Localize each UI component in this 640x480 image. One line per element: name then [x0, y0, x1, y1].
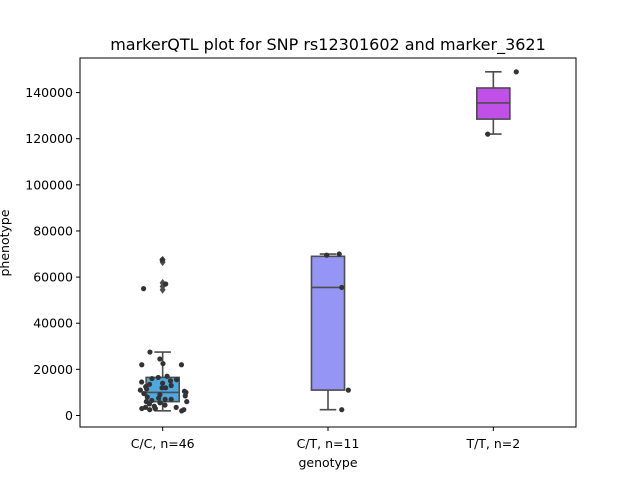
data-point [159, 380, 166, 386]
data-point [139, 405, 145, 412]
y-axis-label: phenotype [0, 209, 12, 276]
data-point [149, 375, 155, 382]
data-point [146, 401, 153, 407]
data-point [162, 396, 168, 402]
y-tick-label: 120000 [25, 131, 73, 146]
data-point [152, 405, 158, 412]
box [310, 255, 346, 391]
data-point [168, 396, 174, 402]
data-point [147, 349, 153, 355]
data-point [159, 385, 165, 391]
data-point [174, 377, 180, 383]
data-point [141, 390, 147, 397]
data-point [168, 382, 174, 389]
data-point [146, 381, 153, 387]
data-point [178, 362, 185, 368]
y-tick-label: 40000 [33, 316, 73, 331]
y-tick-label: 60000 [33, 270, 73, 285]
data-point [179, 408, 185, 414]
outlier-marker [159, 285, 166, 294]
data-point [156, 395, 162, 401]
data-point [159, 257, 165, 263]
data-point [173, 404, 179, 410]
data-point [345, 387, 351, 393]
data-point [139, 379, 145, 385]
y-tick-label: 20000 [33, 362, 73, 377]
data-point [144, 394, 150, 400]
data-point [336, 251, 342, 257]
data-point [164, 373, 170, 379]
data-point [167, 378, 174, 384]
data-point [160, 360, 166, 367]
x-tick-label: C/T, n=11 [297, 436, 360, 451]
chart-title: markerQTL plot for SNP rs12301602 and ma… [110, 35, 546, 55]
data-point [324, 252, 330, 258]
data-point [139, 362, 145, 368]
data-point [157, 400, 163, 406]
data-point [184, 399, 190, 405]
data-point [163, 281, 169, 287]
data-point [140, 286, 147, 292]
data-point [155, 374, 161, 381]
plot-area: 0 20000 40000 60000 80000 100000 120000 140000 C… [25, 69, 520, 451]
y-tick-label: 100000 [25, 177, 73, 192]
data-point [137, 387, 143, 393]
data-point [182, 393, 188, 399]
data-point [157, 356, 163, 362]
data-point [162, 402, 168, 408]
data-point [513, 69, 519, 75]
plot-frame [79, 57, 577, 428]
data-point [339, 284, 345, 291]
x-axis-label: genotype [298, 455, 357, 470]
y-tick-label: 140000 [25, 85, 73, 100]
data-point [147, 407, 153, 413]
y-tick-label: 0 [65, 408, 73, 423]
x-tick-label: C/C, n=46 [131, 436, 195, 451]
data-point [163, 385, 169, 391]
data-point [339, 407, 345, 413]
y-tick-label: 80000 [33, 223, 73, 238]
data-point [144, 386, 150, 392]
data-point [485, 131, 491, 137]
x-tick-label: T/T, n=2 [465, 436, 520, 451]
